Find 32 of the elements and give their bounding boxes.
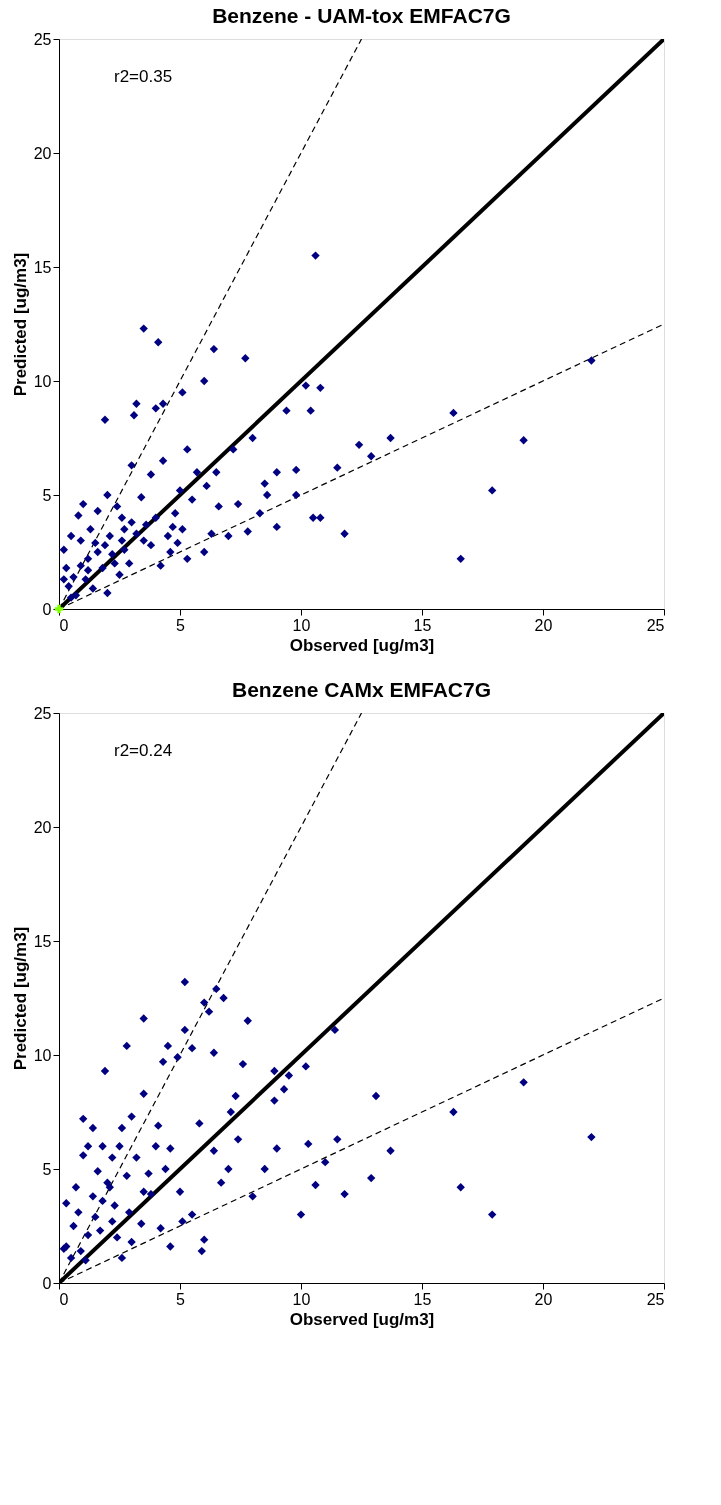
y-tick-label: 5: [42, 1160, 52, 1178]
x-tick-label: 10: [292, 1290, 311, 1308]
x-tick-label: 5: [176, 1290, 186, 1308]
x-tick-label: 25: [646, 1290, 665, 1308]
x-tick-label: 15: [413, 616, 432, 634]
y-tick-label: 0: [42, 600, 52, 618]
x-tick-label: 20: [534, 616, 553, 634]
y-tick-label: 5: [42, 486, 52, 504]
annotation: r2=0.24: [114, 741, 173, 760]
y-tick-label: 20: [33, 818, 52, 836]
x-tick-label: 0: [59, 1290, 69, 1308]
x-tick-label: 0: [59, 616, 69, 634]
y-tick-label: 0: [42, 1274, 52, 1292]
x-tick-label: 5: [176, 616, 186, 634]
x-tick-label: 10: [292, 616, 311, 634]
y-axis-title: Predicted [ug/m3]: [10, 926, 30, 1071]
y-tick-label: 25: [33, 30, 52, 48]
y-tick-label: 15: [33, 258, 52, 276]
y-tick-label: 25: [33, 704, 52, 722]
y-tick-label: 10: [33, 1046, 52, 1064]
x-tick-label: 20: [534, 1290, 553, 1308]
x-axis-title: Observed [ug/m3]: [289, 635, 435, 655]
y-tick-label: 20: [33, 144, 52, 162]
chart-title: Benzene CAMx EMFAC7G: [231, 678, 492, 701]
y-tick-label: 10: [33, 372, 52, 390]
x-axis-title: Observed [ug/m3]: [289, 1309, 435, 1329]
chart-title: Benzene - UAM-tox EMFAC7G: [212, 4, 511, 27]
x-tick-label: 25: [646, 616, 665, 634]
x-tick-label: 15: [413, 1290, 432, 1308]
y-tick-label: 15: [33, 932, 52, 950]
annotation: r2=0.35: [114, 67, 173, 86]
y-axis-title: Predicted [ug/m3]: [10, 252, 30, 397]
